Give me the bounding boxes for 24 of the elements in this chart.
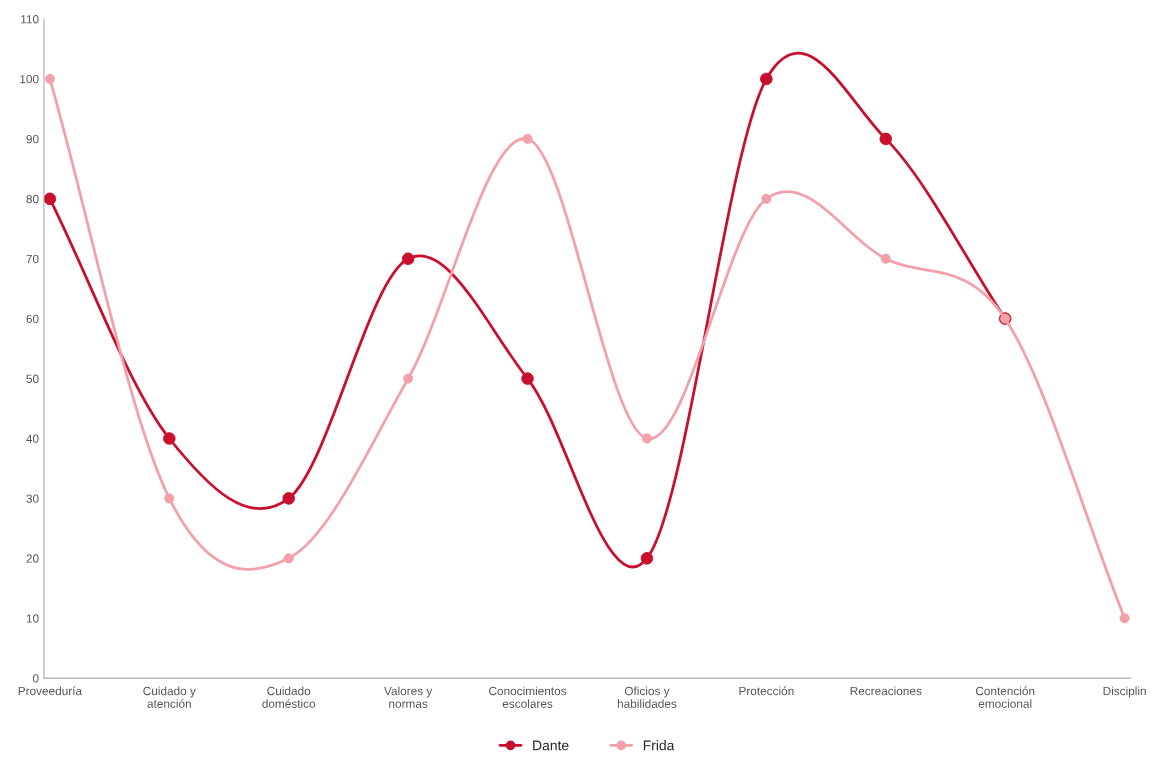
y-tick-label: 50	[26, 374, 39, 383]
legend-label: Dante	[533, 740, 569, 751]
y-tick-label: 110	[21, 15, 39, 24]
x-tick-label: Contención emocional	[975, 686, 1035, 708]
x-tick-label: Cuidado doméstico	[262, 686, 316, 708]
y-tick-label: 40	[26, 434, 39, 443]
y-tick-label: 30	[26, 494, 39, 503]
legend-label: Frida	[643, 740, 675, 751]
y-tick-label: 80	[26, 194, 39, 204]
x-tick-label: Protección	[739, 686, 794, 696]
x-tick-label: Recreaciones	[850, 686, 922, 696]
y-tick-label: 20	[26, 554, 39, 563]
y-tick-label: 10	[26, 614, 39, 623]
y-tick-label: 100	[20, 75, 39, 84]
x-tick-label: Cuidado y atención	[143, 686, 196, 708]
x-tick-label: Oficios y habilidades	[617, 686, 677, 708]
x-tick-label: Valores y normas	[384, 686, 433, 708]
y-tick-label: 60	[26, 314, 39, 324]
x-tick-label: Proveeduría	[18, 686, 83, 696]
y-tick-label: 90	[26, 134, 39, 144]
y-tick-label: 70	[26, 254, 39, 264]
y-tick-label: 0	[32, 674, 39, 683]
x-tick-label: Conocimientos escolares	[489, 686, 567, 708]
x-tick-label: Disciplin	[1103, 686, 1146, 698]
